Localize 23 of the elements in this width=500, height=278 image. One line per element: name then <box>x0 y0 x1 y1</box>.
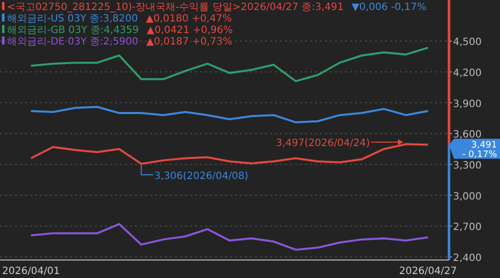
legend-label: 해외금리-GB 03Y 종:4,4359 <box>7 25 139 36</box>
annotation: ▲0,0421 +0,96% <box>146 25 233 36</box>
y-tick-label: 2,700 <box>453 222 482 234</box>
annotation: ▲0,0180 +0,47% <box>146 14 232 24</box>
annotation: 3,497(2026/04/24) <box>276 138 370 150</box>
y-tick-label: 3,900 <box>453 98 482 110</box>
legend-label: 해외금리-DE 03Y 종:2,5900 <box>7 36 138 48</box>
y-tick-label: 4,200 <box>453 68 482 79</box>
y-tick-label: 3,600 <box>453 130 482 141</box>
y-tick-label: 2,400 <box>453 252 482 264</box>
annotation: 3,306(2026/04/08) <box>154 170 248 182</box>
x-tick-label: 2026/04/01 <box>2 266 60 277</box>
annotation-min: 3,306(2026/04/08) <box>140 164 248 182</box>
legend-label: <국고02750_281225_10)-장내국채-수익률 당일>2026/04/27 종:3,491 <box>7 2 344 13</box>
y-tick-label: 3,300 <box>453 160 482 172</box>
y-tick-label: 3,000 <box>453 191 482 202</box>
annotation: ▲0,0187 +0,73% <box>146 36 232 48</box>
annotation-current: 3,491 - 0,17% <box>449 138 500 160</box>
legend-label: 해외금리-US 03Y 종:3,8200 <box>7 14 138 24</box>
x-tick-label: 2026/04/27 <box>399 266 457 277</box>
y-tick-label: 4,500 <box>453 37 482 48</box>
annotation: ▼0,006 -0,17% <box>352 2 426 13</box>
annotation-max: 3,497(2026/04/24) <box>276 138 404 150</box>
